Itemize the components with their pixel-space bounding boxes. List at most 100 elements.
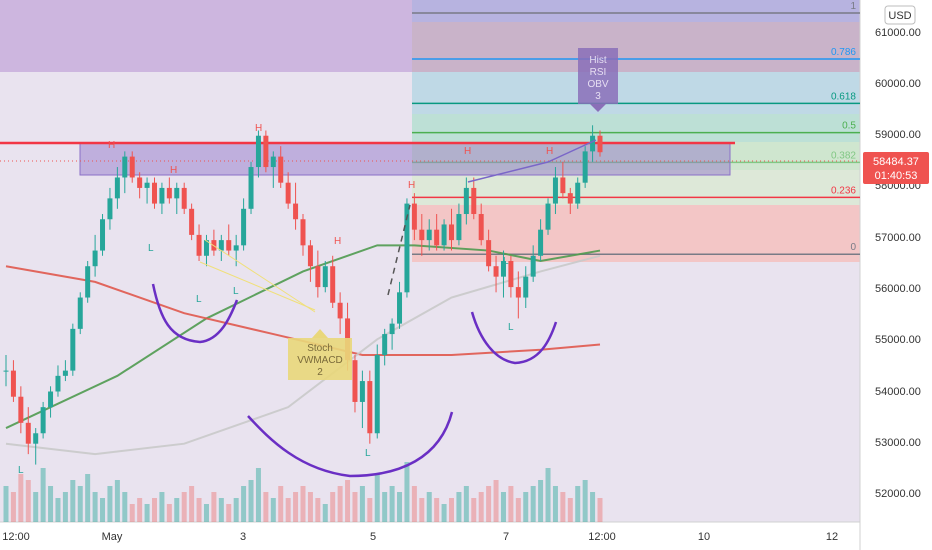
volume-bar [107, 486, 113, 522]
volume-bar [263, 492, 269, 522]
volume-bar [203, 504, 209, 522]
candle-body [552, 177, 558, 204]
price-tick: 52000.00 [875, 488, 921, 500]
fib-band-0382 [412, 142, 860, 170]
candle-body [560, 177, 566, 194]
volume-bar [545, 468, 551, 522]
volume-bar [389, 486, 395, 522]
volume-bar [456, 492, 462, 522]
volume-bar [575, 486, 581, 522]
volume-bar [300, 486, 306, 522]
volume-bar [359, 486, 365, 522]
candle-body [285, 182, 291, 204]
stoch-pointer-1 [199, 261, 316, 311]
volume-bar [374, 474, 380, 522]
volume-bar [426, 492, 432, 522]
candle-body [233, 245, 239, 251]
hist-callout-line4: 3 [595, 91, 601, 102]
candle-body [515, 287, 521, 298]
candle-body [107, 198, 113, 220]
candle-body [92, 250, 98, 267]
h-label: H [255, 123, 262, 134]
time-axis[interactable]: 12:00 May 3 5 7 12:00 10 12 [2, 531, 838, 543]
candle-body [567, 193, 573, 204]
hist-rsi-obv-callout[interactable]: Hist RSI OBV 3 [578, 48, 618, 112]
volume-bar [25, 480, 31, 522]
candle-body [241, 208, 247, 246]
volume-bar [582, 480, 588, 522]
volume-bar [55, 498, 61, 522]
candle-body [389, 323, 395, 335]
volume-bar [434, 498, 440, 522]
breakout-dashed-line[interactable] [387, 204, 411, 296]
volume-bar [508, 486, 514, 522]
currency-button[interactable]: USD [884, 5, 916, 25]
fib-band-0786 [412, 22, 860, 72]
candle-body [218, 240, 224, 251]
pattern-arc-head-1[interactable] [247, 411, 454, 478]
candle-body [278, 156, 284, 183]
candle-body [404, 203, 410, 293]
hist-callout-line1: Hist [589, 55, 606, 66]
trend-line-top[interactable] [467, 161, 549, 183]
candle-body [137, 177, 143, 188]
time-tick: 12:00 [2, 531, 30, 543]
stoch-vwmacd-callout[interactable]: Stoch VWMACD 2 [288, 329, 352, 380]
time-tick: 7 [503, 531, 509, 543]
volume-bar [330, 492, 336, 522]
h-label: H [170, 165, 177, 176]
volume-bar [40, 468, 46, 522]
volume-bar [181, 492, 187, 522]
l-label: L [508, 322, 514, 333]
stoch-callout-arrow [312, 329, 328, 338]
price-tick: 54000.00 [875, 386, 921, 398]
volume-bar [567, 498, 573, 522]
volume-bar [152, 498, 157, 522]
price-tick: 57000.00 [875, 232, 921, 244]
volume-bar [114, 480, 120, 522]
l-label: L [233, 286, 239, 297]
fib-band-1 [412, 0, 860, 22]
fib-label: 0.618 [831, 91, 856, 102]
volume-bar [48, 486, 54, 522]
candle-body [189, 208, 195, 235]
volume-bar [530, 486, 536, 522]
candle-body [40, 407, 46, 434]
volume-bar [441, 504, 447, 522]
candle-body [463, 187, 469, 215]
candle-body [322, 266, 328, 288]
time-tick: 12:00 [588, 531, 616, 543]
volume-bar [345, 480, 351, 522]
candle-body [486, 240, 492, 267]
volume-bar [538, 480, 544, 522]
candle-body [70, 328, 76, 371]
candle-body [10, 370, 16, 397]
volume-bar [233, 498, 239, 522]
volume-bar [471, 498, 477, 522]
time-axis-bg [0, 522, 932, 550]
volume-bar [337, 486, 343, 522]
pattern-arc-left-shoulder-1[interactable] [151, 283, 239, 344]
candle-body [270, 156, 276, 168]
volume-bar [70, 480, 76, 522]
volume-bar [77, 486, 83, 522]
volume-bar [129, 504, 135, 522]
volume-bar [382, 492, 388, 522]
volume-bar [18, 474, 24, 522]
candle-body [411, 203, 417, 230]
candle-body [575, 182, 581, 204]
candle-body [181, 187, 187, 209]
pattern-arc-right[interactable] [470, 311, 558, 365]
candle-body [359, 381, 365, 402]
range-box[interactable] [79, 142, 731, 176]
price-tick: 53000.00 [875, 437, 921, 449]
time-tick: 5 [370, 531, 376, 543]
trend-line-to-peak[interactable] [547, 139, 597, 163]
candle-body [48, 391, 54, 408]
h-label: H [334, 236, 341, 247]
stoch-callout-box [288, 338, 352, 380]
candle-body [85, 266, 91, 298]
candle-body [55, 375, 61, 392]
